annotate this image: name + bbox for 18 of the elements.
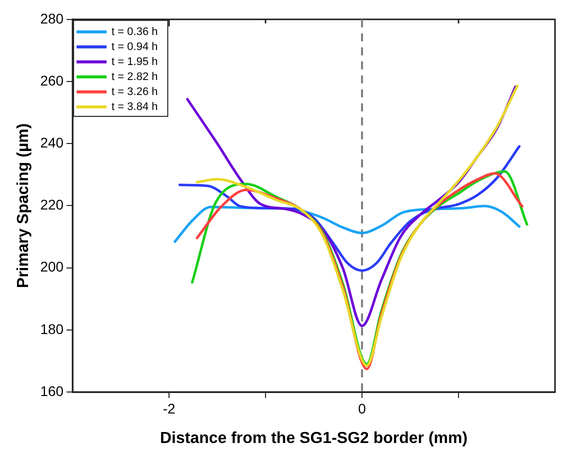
y-tick-label: 280 <box>40 10 64 26</box>
x-tick-label: 0 <box>358 400 366 416</box>
y-tick-label: 240 <box>40 134 64 150</box>
x-axis-title: Distance from the SG1-SG2 border (mm) <box>160 430 468 447</box>
legend-label: t = 3.84 h <box>112 100 158 113</box>
line-series <box>196 84 519 367</box>
legend-label: t = 0.36 h <box>112 26 158 38</box>
y-tick-label: 220 <box>40 196 64 213</box>
y-tick-label: 160 <box>40 382 64 399</box>
y-tick-label: 260 <box>40 72 64 88</box>
legend-label: t = 3.26 h <box>112 86 158 98</box>
x-tick-label: -2 <box>162 400 176 416</box>
y-tick-label: 200 <box>40 258 64 275</box>
legend-label: t = 2.82 h <box>112 70 158 83</box>
y-tick-label: 180 <box>40 320 64 337</box>
legend-label: t = 0.94 h <box>112 40 158 53</box>
legend-label: t = 1.95 h <box>112 56 158 68</box>
y-axis-title: Primary Spacing (µm) <box>15 123 32 288</box>
